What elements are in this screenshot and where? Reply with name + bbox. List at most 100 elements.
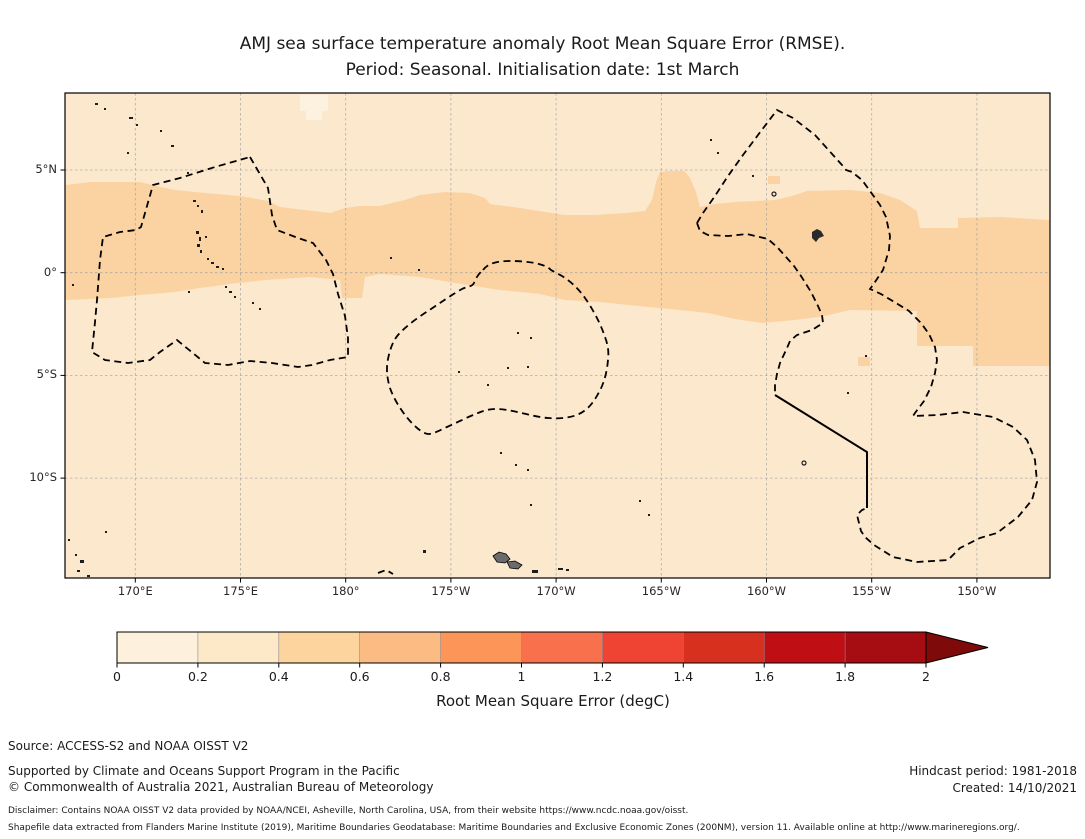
- island: [639, 500, 641, 502]
- island: [390, 257, 392, 259]
- map-frame: [64, 92, 1051, 579]
- colorbar-segment: [117, 632, 198, 663]
- island: [418, 269, 420, 271]
- title-line-2: Period: Seasonal. Initialisation date: 1…: [345, 60, 740, 80]
- x-tick-label: 155°W: [852, 584, 892, 598]
- disclaimer-line-2: Shapefile data extracted from Flanders M…: [8, 823, 1020, 833]
- colorbar-tick-label: 1: [518, 669, 526, 684]
- island: [717, 152, 719, 154]
- x-tick-label: 180°: [331, 584, 360, 598]
- island: [187, 172, 189, 174]
- x-tick-label: 175°W: [431, 584, 471, 598]
- island: [532, 570, 538, 573]
- islands-layer: [68, 103, 867, 577]
- island: [216, 266, 219, 268]
- island: [710, 139, 712, 141]
- y-tick-label: 10°S: [29, 470, 57, 485]
- island: [222, 268, 224, 270]
- graticule: [65, 93, 1050, 578]
- island: [160, 130, 162, 132]
- island: [196, 231, 199, 234]
- island: [515, 464, 517, 466]
- island: [234, 296, 236, 298]
- x-tick-label: 160°W: [746, 584, 787, 598]
- island: [75, 554, 77, 556]
- eez-line-islands-west: [696, 222, 824, 395]
- island: [105, 531, 107, 533]
- colorbar-extend-arrow: [925, 631, 989, 664]
- island: [752, 175, 754, 177]
- island: [80, 560, 84, 563]
- island: [507, 367, 509, 369]
- island: [500, 452, 502, 454]
- y-tick-label: 5°N: [35, 162, 57, 176]
- island: [423, 550, 426, 553]
- island: [104, 108, 106, 110]
- supported-text: Supported by Climate and Oceans Support …: [8, 764, 400, 778]
- copyright-text: © Commonwealth of Australia 2021, Austra…: [8, 780, 434, 794]
- created-date-text: Created: 14/10/2021: [952, 781, 1077, 795]
- x-tick-label: 150°W: [957, 584, 997, 598]
- rmse-band-patch: [858, 357, 870, 366]
- eez-line-islands-cook: [696, 108, 1038, 563]
- island: [530, 504, 532, 506]
- colorbar-tick-label: 0.2: [188, 669, 208, 684]
- x-tick-label: 165°W: [641, 584, 681, 598]
- colorbar-tick-label: 0.6: [350, 669, 370, 684]
- colorbar-tick-label: 1.6: [754, 669, 774, 684]
- colorbar-segment: [197, 632, 279, 663]
- colorbar-segment: [602, 632, 684, 663]
- island: [171, 145, 174, 147]
- samoa-islands: [492, 551, 523, 570]
- map-background-fill: [65, 93, 1050, 578]
- eez-boundaries-dashed: [91, 108, 1038, 575]
- eez-gilbert-islands: [91, 155, 349, 368]
- x-tick-label: 170°E: [117, 584, 153, 598]
- island: [129, 117, 133, 119]
- island: [201, 210, 203, 213]
- island: [197, 244, 200, 247]
- island: [847, 392, 849, 394]
- colorbar-tick-label: 0: [113, 669, 121, 684]
- island: [188, 291, 190, 293]
- island: [72, 284, 74, 286]
- island: [95, 103, 98, 105]
- colorbar: 0 0.2 0.4 0.6 0.8 1 1.2 1.4 1.6 1.8 2: [113, 631, 989, 684]
- island: [193, 200, 196, 202]
- eez-tuvalu-tokelau: [386, 260, 610, 435]
- island: [458, 371, 460, 373]
- island: [487, 384, 489, 386]
- colorbar-tick-label: 1.2: [592, 669, 612, 684]
- figure-title: AMJ sea surface temperature anomaly Root…: [0, 31, 1085, 83]
- island: [207, 258, 209, 260]
- y-tick-label: 5°S: [36, 367, 57, 382]
- rmse-band-patch: [768, 176, 780, 184]
- colorbar-segment: [278, 632, 360, 663]
- island: [225, 286, 227, 288]
- colorbar-tick-label: 0.8: [431, 669, 451, 684]
- island: [200, 250, 202, 253]
- island: [648, 514, 650, 516]
- colorbar-segment: [440, 632, 522, 663]
- colorbar-segment: [521, 632, 603, 663]
- island: [530, 337, 532, 339]
- source-text: Source: ACCESS-S2 and NOAA OISST V2: [8, 739, 249, 753]
- atoll-island-icon: [771, 191, 777, 197]
- axis-ticks: [60, 169, 978, 583]
- eez-stub-southwest: [377, 569, 394, 575]
- colorbar-tick-label: 0.4: [269, 669, 289, 684]
- island: [259, 308, 261, 310]
- island: [211, 262, 214, 264]
- island: [527, 366, 529, 368]
- x-tick-label: 175°E: [223, 584, 258, 598]
- island: [136, 124, 138, 126]
- map-canvas: [60, 92, 1051, 583]
- island: [68, 539, 70, 541]
- island: [127, 152, 129, 154]
- colorbar-segment: [764, 632, 846, 663]
- colorbar-segment: [359, 632, 441, 663]
- x-tick-label: 170°W: [536, 584, 576, 598]
- island: [229, 291, 232, 293]
- rmse-band-0p4-0p6: [65, 171, 1050, 366]
- disclaimer-line-1: Disclaimer: Contains NOAA OISST V2 data …: [8, 806, 689, 816]
